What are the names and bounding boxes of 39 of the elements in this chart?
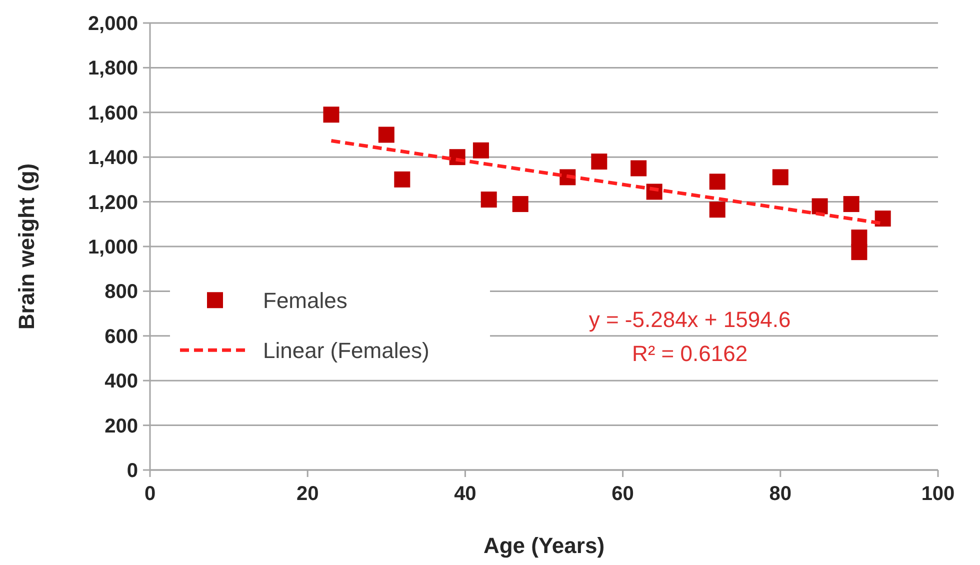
y-tick-label: 1,800 — [88, 58, 138, 80]
legend-label: Linear (Females) — [263, 338, 430, 364]
point — [709, 174, 726, 190]
point — [323, 106, 340, 123]
x-tick-label: 40 — [454, 483, 476, 505]
point — [772, 169, 788, 186]
y-tick-label: 1,000 — [88, 236, 138, 258]
point — [843, 196, 860, 212]
point — [591, 154, 608, 170]
point — [394, 171, 410, 188]
point — [378, 126, 394, 143]
y-tick-label: 1,600 — [88, 102, 138, 124]
annotation: R² = 0.6162 — [632, 340, 748, 366]
y-tick-label: 800 — [104, 281, 138, 304]
x-tick-label: 20 — [296, 483, 319, 505]
legend-label: Females — [263, 288, 348, 314]
x-tick-label: 60 — [612, 483, 634, 505]
point — [851, 244, 868, 260]
point — [851, 230, 868, 246]
annotation: y = -5.284x + 1594.6 — [588, 306, 791, 332]
y-tick-label: 0 — [126, 460, 138, 482]
point — [480, 192, 497, 208]
point — [512, 196, 528, 212]
y-axis-title: Brain weight (g) — [14, 163, 39, 330]
point — [874, 210, 891, 227]
y-tick-label: 1,200 — [88, 192, 138, 214]
y-tick-label: 2,000 — [88, 13, 138, 35]
x-tick-label: 0 — [144, 483, 156, 505]
point — [630, 160, 647, 176]
x-tick-label: 100 — [921, 483, 955, 505]
point — [709, 202, 726, 218]
point — [812, 198, 828, 214]
y-tick-label: 200 — [104, 415, 138, 438]
x-axis-title: Age (Years) — [483, 533, 605, 558]
x-tick-label: 80 — [769, 483, 792, 505]
point — [472, 142, 489, 158]
y-tick-label: 600 — [104, 326, 138, 348]
y-tick-label: 1,400 — [88, 147, 138, 170]
y-tick-label: 400 — [104, 370, 138, 393]
